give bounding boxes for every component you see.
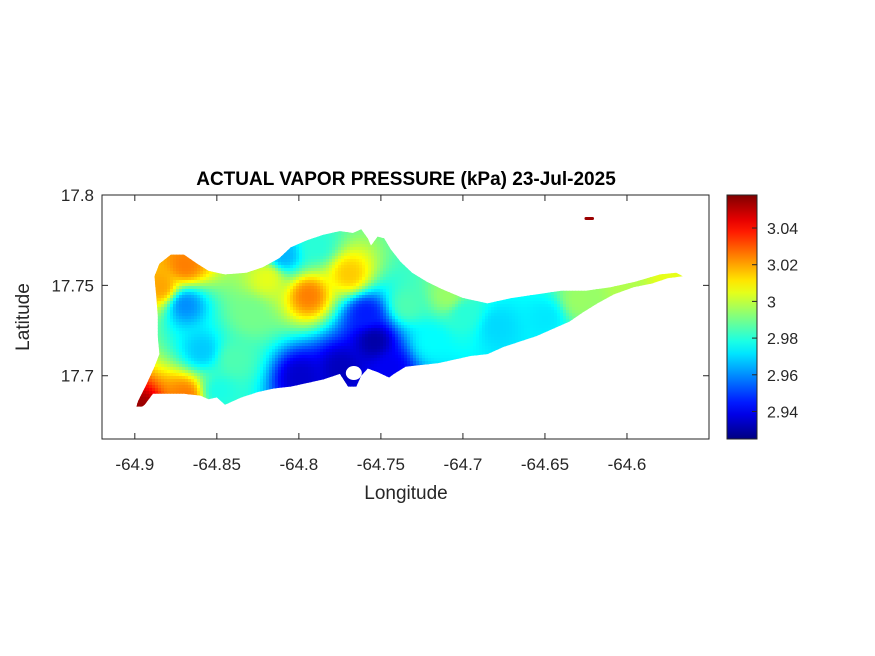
x-tick-label: -64.7 bbox=[444, 455, 483, 474]
x-tick-label: -64.9 bbox=[115, 455, 154, 474]
colorbar-tick-label: 2.96 bbox=[767, 368, 798, 385]
colorbar-ticks: 2.94 2.96 2.98 3 3.02 3.04 bbox=[752, 221, 798, 421]
x-tick-label: -64.85 bbox=[193, 455, 241, 474]
colorbar-tick-label: 3.02 bbox=[767, 258, 798, 275]
chart-title: ACTUAL VAPOR PRESSURE (kPa) 23-Jul-2025 bbox=[196, 169, 616, 190]
lagoon bbox=[345, 366, 362, 381]
y-axis-label: Latitude bbox=[13, 283, 34, 351]
colorbar-tick-label: 2.94 bbox=[767, 404, 798, 421]
y-tick-label: 17.8 bbox=[61, 186, 94, 205]
x-tick-label: -64.8 bbox=[279, 455, 318, 474]
x-tick-label: -64.65 bbox=[521, 455, 569, 474]
colorbar-gradient bbox=[726, 194, 758, 440]
x-axis-ticks: -64.9 -64.85 -64.8 -64.75 -64.7 -64.65 -64.6 bbox=[115, 195, 646, 474]
y-tick-label: 17.7 bbox=[61, 367, 94, 386]
colorbar-tick-label: 3 bbox=[767, 294, 776, 311]
y-axis-ticks: 17.7 17.75 17.8 bbox=[51, 186, 709, 386]
x-tick-label: -64.75 bbox=[357, 455, 405, 474]
x-tick-label: -64.6 bbox=[608, 455, 647, 474]
y-tick-label: 17.75 bbox=[51, 276, 94, 295]
colorbar-tick-label: 2.98 bbox=[767, 331, 798, 348]
x-axis-label: Longitude bbox=[364, 483, 447, 504]
colorbar-tick-label: 3.04 bbox=[767, 221, 798, 238]
axes-frame bbox=[101, 194, 710, 440]
plot-area: -64.9 -64.85 -64.8 -64.75 -64.7 -64.65 -64.6 1… bbox=[51, 186, 710, 474]
colorbar: 2.94 2.96 2.98 3 3.02 3.04 bbox=[726, 194, 798, 440]
